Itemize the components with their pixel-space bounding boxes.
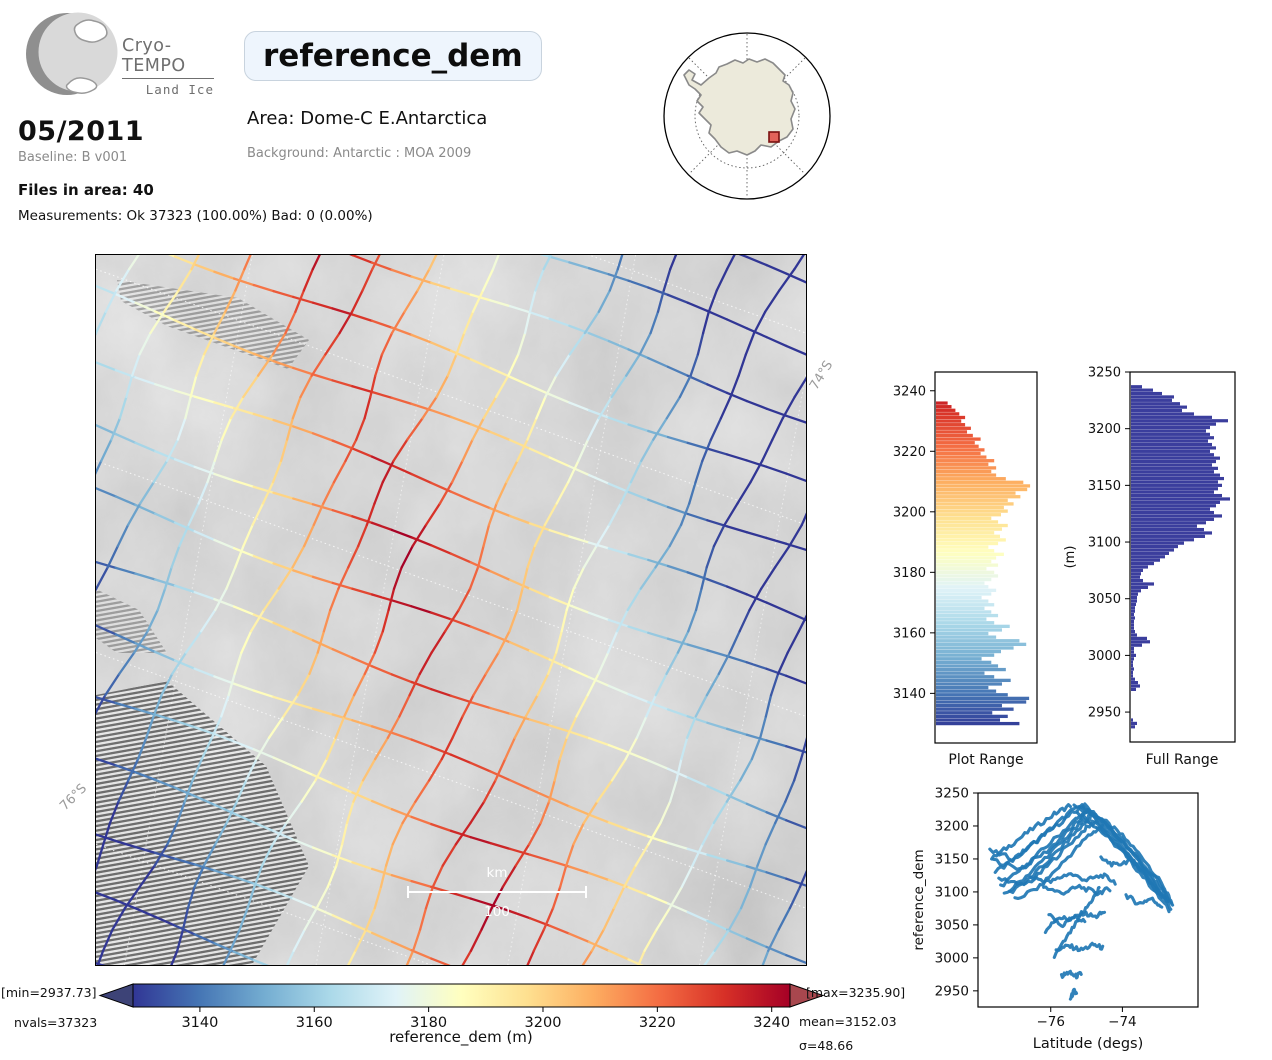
logo-title: Cryo-TEMPO xyxy=(122,36,186,76)
svg-text:3200: 3200 xyxy=(893,505,926,520)
svg-text:km: km xyxy=(487,865,508,881)
logo-divider xyxy=(122,78,214,79)
svg-text:3000: 3000 xyxy=(1088,649,1121,664)
svg-text:3100: 3100 xyxy=(935,884,969,900)
svg-text:3220: 3220 xyxy=(639,1015,676,1031)
svg-text:100: 100 xyxy=(484,904,510,920)
svg-text:3000: 3000 xyxy=(935,950,969,966)
full-range-histogram: 2950 3000 3050 3100 3150 3200 3250 (m) Full Rang… xyxy=(1063,366,1236,768)
area-label: Area: Dome-C E.Antarctica xyxy=(247,108,488,129)
svg-text:−76: −76 xyxy=(1036,1014,1065,1030)
stat-min: [min=2937.73] xyxy=(1,985,97,1000)
svg-text:3180: 3180 xyxy=(893,566,926,581)
scale-bar: km 100 xyxy=(407,865,587,920)
svg-text:3220: 3220 xyxy=(893,445,926,460)
svg-text:3100: 3100 xyxy=(1088,536,1121,551)
svg-text:3240: 3240 xyxy=(753,1015,790,1031)
variable-title-box: reference_dem xyxy=(244,31,542,81)
svg-text:3200: 3200 xyxy=(1088,422,1121,437)
svg-text:3140: 3140 xyxy=(181,1015,218,1031)
svg-text:3160: 3160 xyxy=(296,1015,333,1031)
svg-text:Full Range: Full Range xyxy=(1146,752,1219,768)
svg-text:Latitude (degs): Latitude (degs) xyxy=(1033,1036,1144,1052)
svg-text:Plot Range: Plot Range xyxy=(948,752,1023,768)
stat-mean: mean=3152.03 xyxy=(799,1014,897,1029)
graticule-label-74s: 74°S xyxy=(806,358,837,393)
area-marker xyxy=(768,131,780,143)
background-label: Background: Antarctic : MOA 2009 xyxy=(247,146,472,161)
baseline-label: Baseline: B v001 xyxy=(18,150,128,165)
dem-vs-latitude-scatter: 2950 3000 3050 3100 3150 3200 3250 −76 −74 Latitu… xyxy=(911,786,1199,1052)
svg-text:2950: 2950 xyxy=(935,983,969,999)
stat-max: [max=3235.90] xyxy=(806,985,906,1000)
logo-greenland-shape xyxy=(73,19,108,43)
svg-text:3160: 3160 xyxy=(893,626,926,641)
colorbar-axis-label: reference_dem (m) xyxy=(389,1028,533,1046)
antarctica-locator-inset xyxy=(663,32,831,200)
svg-text:2950: 2950 xyxy=(1088,706,1121,721)
colorbar-under-arrow xyxy=(98,983,134,1008)
dem-colorbar: 3140 3160 3180 3200 3220 3240 xyxy=(98,983,825,1031)
svg-text:3180: 3180 xyxy=(410,1015,447,1031)
svg-text:3200: 3200 xyxy=(525,1015,562,1031)
svg-text:3150: 3150 xyxy=(935,851,969,867)
svg-text:reference_dem: reference_dem xyxy=(911,849,927,950)
measurements-label: Measurements: Ok 37323 (100.00%) Bad: 0 … xyxy=(18,208,373,224)
graticule-label-76s: 76°S xyxy=(57,781,91,814)
svg-text:3200: 3200 xyxy=(935,818,969,834)
dem-track-map: km 100 xyxy=(0,23,1109,1060)
dem-track-map-canvas: km 100 xyxy=(0,23,1109,1060)
svg-text:(m): (m) xyxy=(1063,546,1078,569)
logo-subtitle: Land Ice xyxy=(145,82,214,97)
files-count-label: Files in area: 40 xyxy=(18,181,154,199)
logo-antarctica-shape xyxy=(65,77,98,94)
svg-text:3050: 3050 xyxy=(935,917,969,933)
stat-sigma: σ=48.66 xyxy=(799,1038,854,1053)
plot-range-histogram: 3140 3160 3180 3200 3220 3240 Plot Range xyxy=(893,371,1038,768)
svg-text:3140: 3140 xyxy=(893,687,926,702)
logo-text-block: Cryo-TEMPO Land Ice xyxy=(122,36,214,97)
svg-text:3250: 3250 xyxy=(1088,366,1121,381)
svg-text:−74: −74 xyxy=(1108,1014,1137,1030)
svg-text:3240: 3240 xyxy=(893,384,926,399)
cryo-tempo-logo-globe xyxy=(26,12,118,95)
svg-text:3050: 3050 xyxy=(1088,592,1121,607)
svg-text:3250: 3250 xyxy=(935,786,969,802)
svg-text:3150: 3150 xyxy=(1088,479,1121,494)
report-date: 05/2011 xyxy=(18,116,145,147)
stat-nvals: nvals=37323 xyxy=(14,1015,98,1030)
